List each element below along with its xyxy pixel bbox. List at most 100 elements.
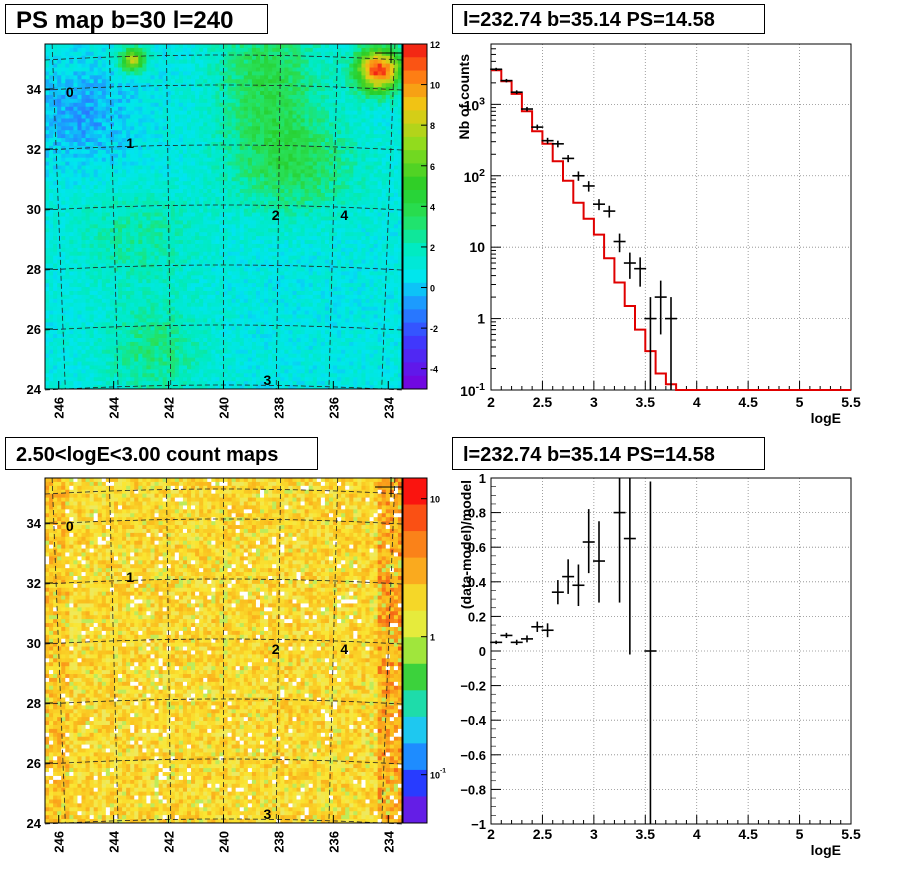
spectrum-data-point-5	[541, 137, 554, 144]
residuals-point-4	[531, 621, 544, 632]
residuals-y-axis-label: (data-model)/model	[458, 480, 474, 609]
spectrum-y-tick-label-1: 1	[477, 311, 485, 327]
ps-map-y-tick-label-4: 32	[27, 142, 41, 157]
spectrum-x-tick-label-3: 3.5	[636, 394, 656, 410]
spectrum-x-tick-label-1: 2.5	[533, 394, 553, 410]
spectrum-data-point-11	[603, 205, 616, 218]
spectrum-data-point-1	[500, 78, 513, 83]
spectrum-x-tick-label-4: 4	[693, 394, 701, 410]
ps-map-y-tick-label-0: 24	[27, 382, 42, 397]
spectrum-data-point-12	[613, 233, 626, 253]
ps-map-source-label-3: 3	[264, 372, 272, 388]
ps-map-colorbar-label-2: 8	[430, 121, 435, 131]
spectrum-data-point-2	[510, 90, 523, 95]
residuals-y-tick-label-5: 0	[479, 644, 486, 659]
spectrum-data-point-9	[582, 181, 595, 192]
residuals-x-tick-label-3: 3.5	[636, 826, 656, 842]
spectrum-data-point-8	[572, 171, 585, 181]
ps-map-x-tick-label-0: 246	[52, 397, 67, 419]
residuals-x-tick-label-5: 4.5	[738, 826, 758, 842]
count-map-colorbar-label-sup: 10-1	[430, 768, 446, 781]
count-map-x-tick-label-2: 242	[162, 831, 177, 853]
spectrum-data-point-7	[562, 155, 575, 163]
residuals-title: l=232.74 b=35.14 PS=14.58	[452, 437, 765, 470]
residuals-point-10	[593, 521, 605, 603]
count-map-source-label-3: 3	[264, 806, 272, 822]
spectrum-title: l=232.74 b=35.14 PS=14.58	[452, 4, 765, 34]
spectrum-data-point-3	[521, 106, 533, 112]
spectrum-data-point-17	[665, 297, 677, 390]
spectrum-data-point-15	[644, 297, 657, 390]
residuals-point-11	[613, 478, 626, 603]
ps-map-colorbar-label-7: -2	[430, 324, 438, 334]
ps-map-y-tick-label-3: 30	[27, 202, 41, 217]
spectrum-data-point-10	[593, 199, 605, 211]
count-map-y-tick-label-4: 32	[27, 576, 41, 591]
count-map-y-tick-label-0: 24	[27, 816, 42, 831]
ps-map-colorbar-label-5: 2	[430, 243, 435, 253]
ps-map-colorbar-label-4: 4	[430, 202, 435, 212]
residuals-y-tick-label-6: −0.2	[460, 679, 486, 694]
count-map-y-tick-label-1: 26	[27, 756, 41, 771]
residuals-y-tick-label-0: 1	[479, 471, 486, 486]
spectrum-x-tick-label-7: 5.5	[841, 394, 861, 410]
ps-map-title: PS map b=30 l=240	[5, 4, 268, 34]
ps-map-x-tick-label-1: 244	[107, 396, 122, 418]
count-map-x-tick-label-0: 246	[52, 831, 67, 853]
residuals-point-0	[490, 640, 503, 645]
ps-map-x-tick-label-6: 234	[381, 396, 396, 418]
count-map-title: 2.50<logE<3.00 count maps	[5, 437, 318, 470]
residuals-y-tick-label-7: −0.4	[460, 713, 486, 728]
residuals-point-2	[510, 639, 523, 645]
spectrum-model-line	[491, 69, 851, 391]
count-map-y-tick-label-3: 30	[27, 636, 41, 651]
count-map-coord-grid	[44, 477, 403, 825]
ps-map-source-label-4: 4	[340, 207, 348, 223]
count-map-x-tick-label-3: 240	[217, 831, 232, 853]
ps-map-colorbar-frame	[402, 43, 428, 390]
residuals-point-13	[644, 481, 657, 824]
residuals-x-tick-label-1: 2.5	[533, 826, 553, 842]
spectrum-x-tick-label-2: 3	[590, 394, 598, 410]
ps-map-colorbar-label-3: 6	[430, 162, 435, 172]
ps-map-colorbar-label-1: 10	[430, 81, 440, 91]
count-map-x-tick-label-1: 244	[107, 830, 122, 852]
count-map-colorbar-label-0: 10	[430, 495, 440, 505]
count-map-colorbar-label-1: 1	[430, 633, 435, 643]
spectrum-data-point-14	[634, 257, 647, 287]
ps-map-y-tick-label-2: 28	[27, 262, 41, 277]
ps-map-colorbar-label-6: 0	[430, 284, 435, 294]
ps-map-source-label-0: 0	[66, 84, 74, 100]
spectrum-y-tick-label-1em1: 10-1	[460, 381, 485, 399]
ps-map-y-tick-label-5: 34	[27, 82, 42, 97]
residuals-point-9	[582, 509, 595, 574]
spectrum-y-tick-label-1e2: 102	[464, 167, 486, 185]
count-map-colorbar	[403, 478, 427, 824]
count-map-y-tick-label-5: 34	[27, 516, 42, 531]
count-map-heatmap	[45, 478, 403, 824]
spectrum-data-point-13	[623, 252, 636, 279]
spectrum-y-axis-label: Nb of counts	[456, 54, 472, 140]
ps-map-colorbar	[403, 44, 427, 390]
spectrum-y-tick-label-1e3: 103	[464, 95, 486, 113]
count-map-colorbar-frame	[402, 477, 428, 824]
residuals-point-6	[551, 580, 564, 605]
ps-map-x-tick-label-4: 238	[271, 397, 286, 419]
residuals-x-tick-label-6: 5	[796, 826, 804, 842]
ps-map-source-label-1: 1	[126, 135, 134, 151]
residuals-point-8	[572, 564, 585, 607]
spectrum-y-tick-label-10: 10	[469, 239, 485, 255]
count-map-x-tick-label-4: 238	[271, 831, 286, 853]
residuals-y-tick-label-3: 0.4	[468, 575, 487, 590]
residuals-point-3	[521, 635, 533, 643]
spectrum-data-point-0	[490, 67, 503, 71]
spectrum-data-point-6	[551, 140, 564, 148]
ps-map-source-label-2: 2	[272, 207, 280, 223]
ps-map-x-tick-label-3: 240	[217, 397, 232, 419]
spectrum-x-tick-label-0: 2	[487, 394, 495, 410]
residuals-x-tick-label-4: 4	[693, 826, 701, 842]
ps-map-x-tick-label-5: 236	[326, 397, 341, 419]
residuals-point-5	[541, 623, 554, 638]
residuals-y-tick-label-9: −0.8	[460, 782, 486, 797]
